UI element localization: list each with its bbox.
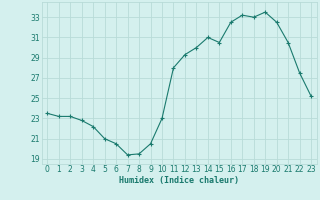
X-axis label: Humidex (Indice chaleur): Humidex (Indice chaleur): [119, 176, 239, 185]
